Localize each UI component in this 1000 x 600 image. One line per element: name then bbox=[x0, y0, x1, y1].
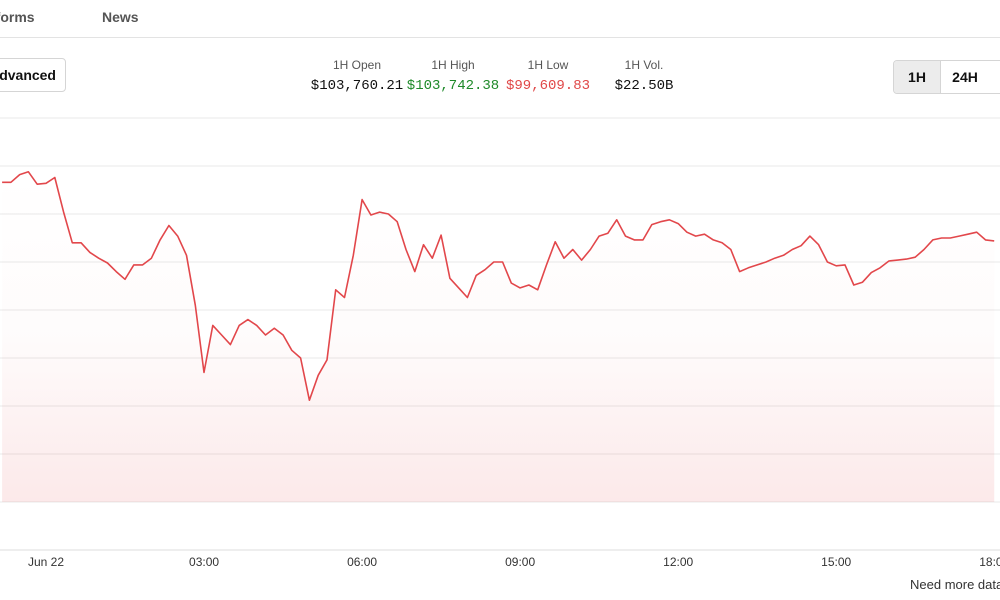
range-toggle: 1H 24H bbox=[893, 60, 1000, 94]
stat-value: $22.50B bbox=[614, 78, 674, 94]
x-tick-label: 03:00 bbox=[189, 555, 219, 569]
stat-label: 1H Low bbox=[527, 58, 569, 72]
stat-value: $103,742.38 bbox=[406, 78, 500, 94]
nav-link[interactable]: News bbox=[102, 9, 139, 25]
x-tick-label: Jun 22 bbox=[28, 555, 64, 569]
x-tick-label: 09:00 bbox=[505, 555, 535, 569]
range-option[interactable]: 1H bbox=[894, 61, 941, 93]
range-option[interactable]: 24H bbox=[952, 69, 978, 85]
stat-label: 1H High bbox=[431, 58, 475, 72]
stat-label: 1H Vol. bbox=[624, 58, 664, 72]
x-tick-label: 12:00 bbox=[663, 555, 693, 569]
x-tick-label: 18:00 bbox=[979, 555, 1000, 569]
stat-value: $103,760.21 bbox=[310, 78, 404, 94]
chart-note[interactable]: Need more data bbox=[910, 577, 1000, 592]
stat-label: 1H Open bbox=[332, 58, 382, 72]
x-tick-label: 06:00 bbox=[347, 555, 377, 569]
advanced-button[interactable]: Advanced bbox=[0, 58, 66, 92]
price-line bbox=[2, 171, 995, 401]
x-tick-label: 15:00 bbox=[821, 555, 851, 569]
divider bbox=[0, 37, 1000, 38]
nav-link[interactable]: Platforms bbox=[0, 9, 35, 25]
stat-value: $99,609.83 bbox=[505, 78, 591, 94]
line-area bbox=[2, 171, 995, 503]
